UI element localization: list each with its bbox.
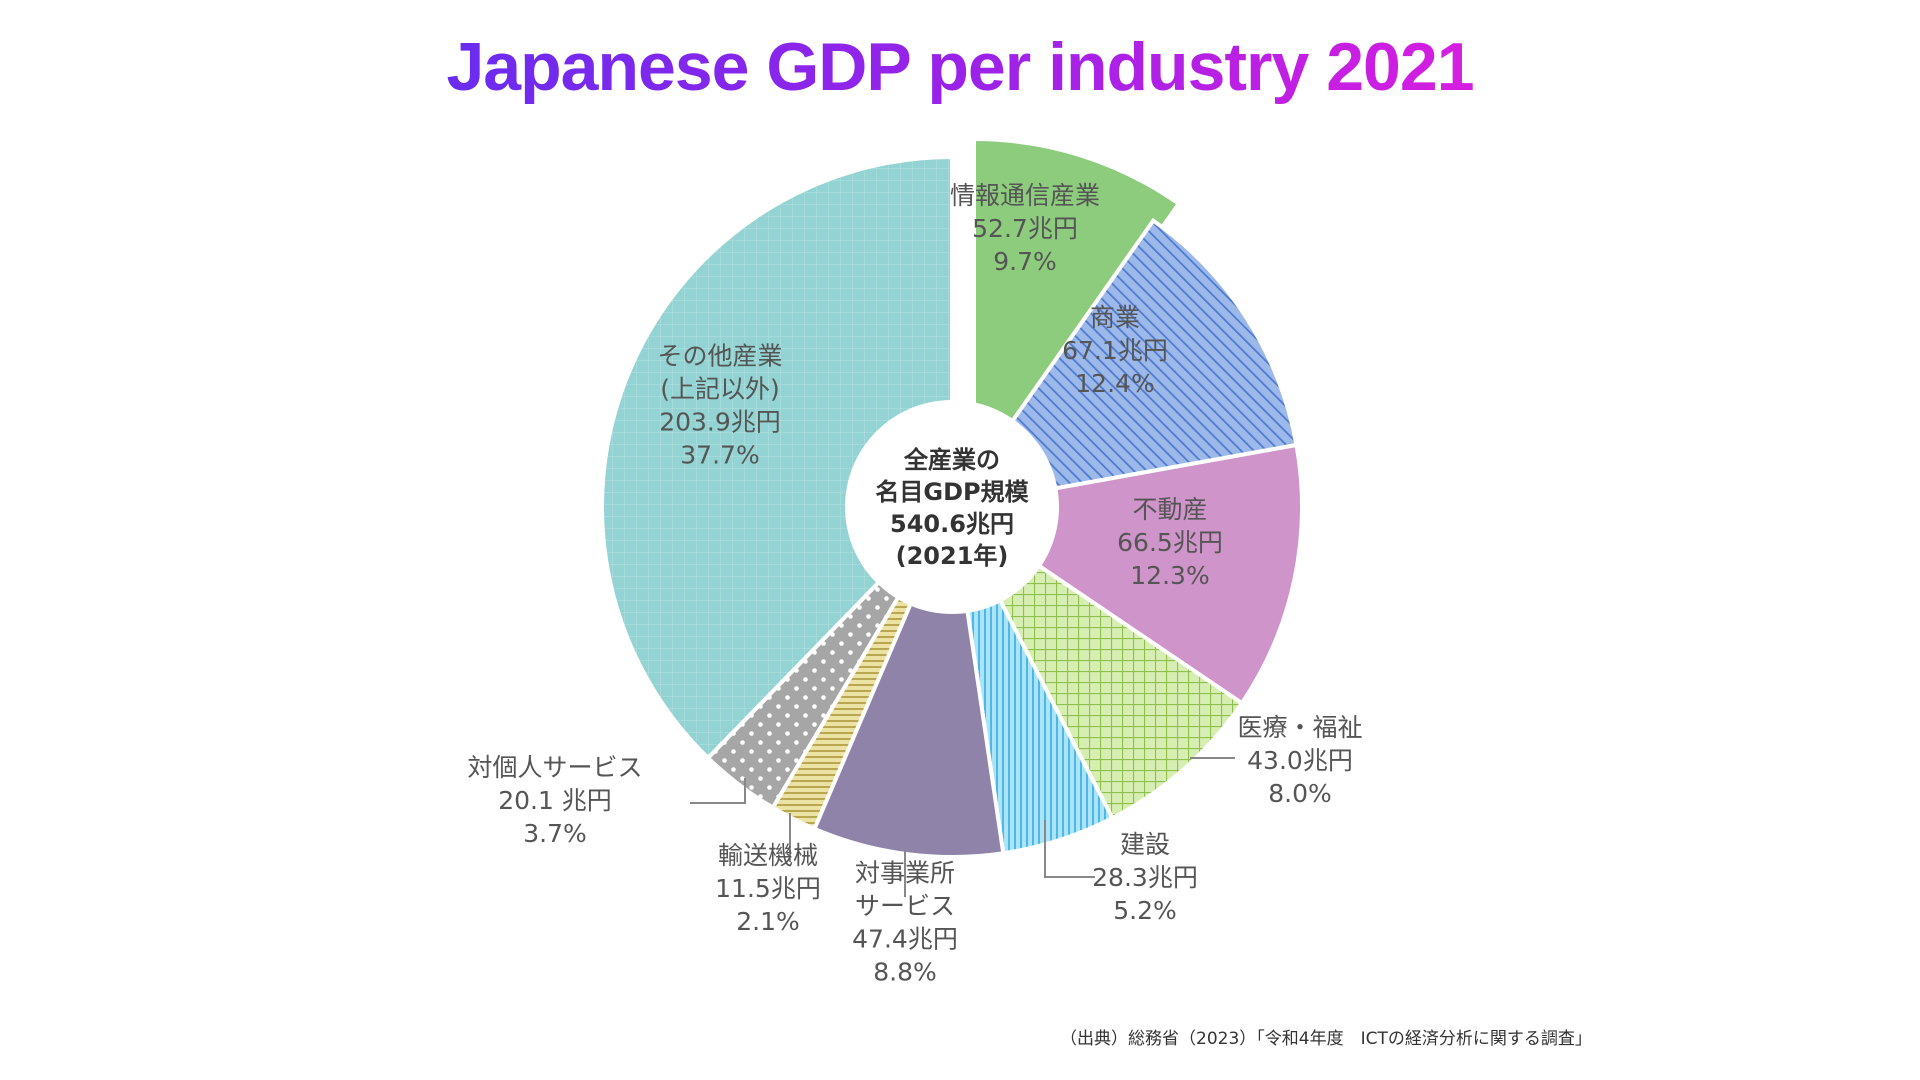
slice-label-medical: 医療・福祉 xyxy=(1237,713,1362,742)
slice-label-info: 9.7% xyxy=(993,247,1057,276)
slice-label-info: 52.7兆円 xyxy=(972,214,1078,243)
slice-label-personal: 3.7% xyxy=(523,819,587,848)
slice-label-other: (上記以外) xyxy=(660,375,780,404)
slice-label-info: 情報通信産業 xyxy=(950,181,1100,210)
slice-label-other: 203.9兆円 xyxy=(659,408,781,437)
center-hole xyxy=(845,400,1059,614)
slice-label-business: サービス xyxy=(855,892,955,921)
slice-label-construction: 建設 xyxy=(1120,830,1170,859)
slice-label-business: 対事業所 xyxy=(855,859,955,888)
slice-label-other: 37.7% xyxy=(680,441,759,470)
leader-line-personal xyxy=(690,778,746,804)
slice-label-business: 47.4兆円 xyxy=(852,925,958,954)
slice-label-realestate: 不動産 xyxy=(1132,495,1207,524)
slice-label-construction: 28.3兆円 xyxy=(1092,863,1198,892)
slice-label-commerce: 12.4% xyxy=(1075,369,1154,398)
leader-line-construction xyxy=(1044,820,1095,878)
pie-slice-commerce xyxy=(947,217,1299,510)
source-note: （出典）総務省（2023）「令和4年度 ICTの経済分析に関する調査」 xyxy=(1060,1029,1592,1049)
slice-label-personal: 対個人サービス xyxy=(467,753,642,782)
center-label-line: 540.6兆円 xyxy=(890,510,1014,538)
slice-label-medical: 8.0% xyxy=(1268,779,1332,808)
slice-label-realestate: 66.5兆円 xyxy=(1117,528,1223,557)
center-label-line: 全産業の xyxy=(903,446,1000,474)
slice-label-medical: 43.0兆円 xyxy=(1247,746,1353,775)
slice-label-realestate: 12.3% xyxy=(1130,561,1209,590)
slice-label-other: その他産業 xyxy=(657,342,782,371)
slice-label-transport: 輸送機械 xyxy=(718,841,818,870)
chart-title: Japanese GDP per industry 2021 xyxy=(0,28,1920,106)
slice-label-commerce: 67.1兆円 xyxy=(1062,336,1168,365)
center-label-line: 名目GDP規模 xyxy=(875,478,1029,506)
chart-title-text: Japanese GDP per industry 2021 xyxy=(446,29,1474,105)
slice-label-construction: 5.2% xyxy=(1113,896,1177,925)
center-label-line: (2021年) xyxy=(896,542,1009,570)
slice-label-transport: 2.1% xyxy=(736,907,800,936)
slice-label-transport: 11.5兆円 xyxy=(715,874,821,903)
pie-slice-other xyxy=(600,154,954,761)
slice-label-commerce: 商業 xyxy=(1090,303,1140,332)
leader-lines xyxy=(690,757,1235,897)
slice-labels: 情報通信産業 52.7兆円 9.7% 商業 67.1兆円 12.4% 不動産 66.5兆円 12… xyxy=(467,181,1362,987)
slice-label-personal: 20.1 兆円 xyxy=(498,786,612,815)
slice-label-business: 8.8% xyxy=(873,958,937,987)
